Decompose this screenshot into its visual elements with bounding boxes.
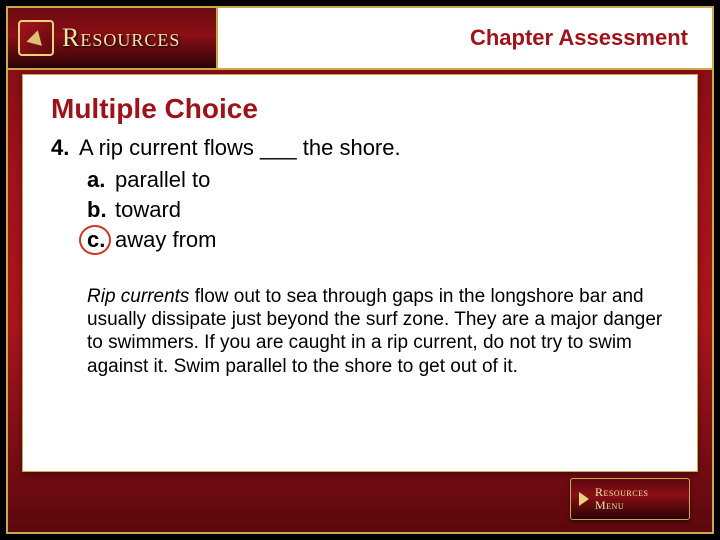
play-triangle-icon xyxy=(579,492,589,506)
question-number: 4. xyxy=(51,135,79,161)
chapter-title: Chapter Assessment xyxy=(470,25,688,51)
option-letter: b. xyxy=(87,197,115,223)
option-text: away from xyxy=(115,227,216,253)
option-letter: a. xyxy=(87,167,115,193)
explanation-text: Rip currents flow out to sea through gap… xyxy=(87,285,669,378)
question-row: 4. A rip current flows ___ the shore. xyxy=(51,135,669,161)
resources-logo-area: Resources xyxy=(8,8,218,70)
content-panel: Multiple Choice 4. A rip current flows _… xyxy=(22,74,698,472)
section-heading: Multiple Choice xyxy=(51,93,669,125)
resources-menu-label: Resources Menu xyxy=(595,486,648,511)
option-letter: c. xyxy=(87,227,115,253)
option-text: parallel to xyxy=(115,167,210,193)
slide-frame: Resources Chapter Assessment Multiple Ch… xyxy=(6,6,714,534)
resources-menu-button[interactable]: Resources Menu xyxy=(570,478,690,520)
explanation-term: Rip currents xyxy=(87,286,189,307)
options-list: a. parallel to b. toward c. away from xyxy=(87,167,669,253)
option-text: toward xyxy=(115,197,181,223)
question-text: A rip current flows ___ the shore. xyxy=(79,135,401,161)
footer-line2: Menu xyxy=(595,498,624,512)
resources-logo-icon xyxy=(18,20,54,56)
chapter-title-bar: Chapter Assessment xyxy=(218,8,712,70)
resources-logo-text: Resources xyxy=(62,23,180,53)
option-c[interactable]: c. away from xyxy=(87,227,669,253)
option-b[interactable]: b. toward xyxy=(87,197,669,223)
option-a[interactable]: a. parallel to xyxy=(87,167,669,193)
